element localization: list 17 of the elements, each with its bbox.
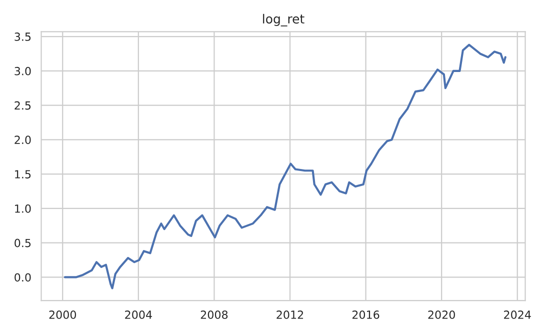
- x-tick-label: 2012: [276, 310, 304, 319]
- y-tick-label: 2.5: [14, 101, 31, 110]
- x-tick-label: 2016: [352, 310, 380, 319]
- y-tick-label: 3.0: [14, 66, 31, 76]
- x-tick-label: 2024: [504, 310, 531, 319]
- y-tick-label: 1.0: [15, 204, 31, 213]
- chart-title: log_ret: [263, 14, 304, 26]
- x-tick-label: 2004: [125, 310, 152, 319]
- x-tick-label: 2000: [49, 310, 76, 319]
- y-tick-label: 0.5: [14, 238, 31, 248]
- y-tick-label: 3.5: [14, 32, 31, 41]
- y-tick-label: 0.0: [14, 273, 31, 282]
- line-series: [64, 44, 506, 290]
- x-tick-label: 2020: [428, 310, 455, 319]
- y-tick-label: 1.5: [15, 170, 31, 178]
- y-tick-label: 2.0: [14, 136, 31, 144]
- x-tick-label: 2008: [200, 310, 228, 319]
